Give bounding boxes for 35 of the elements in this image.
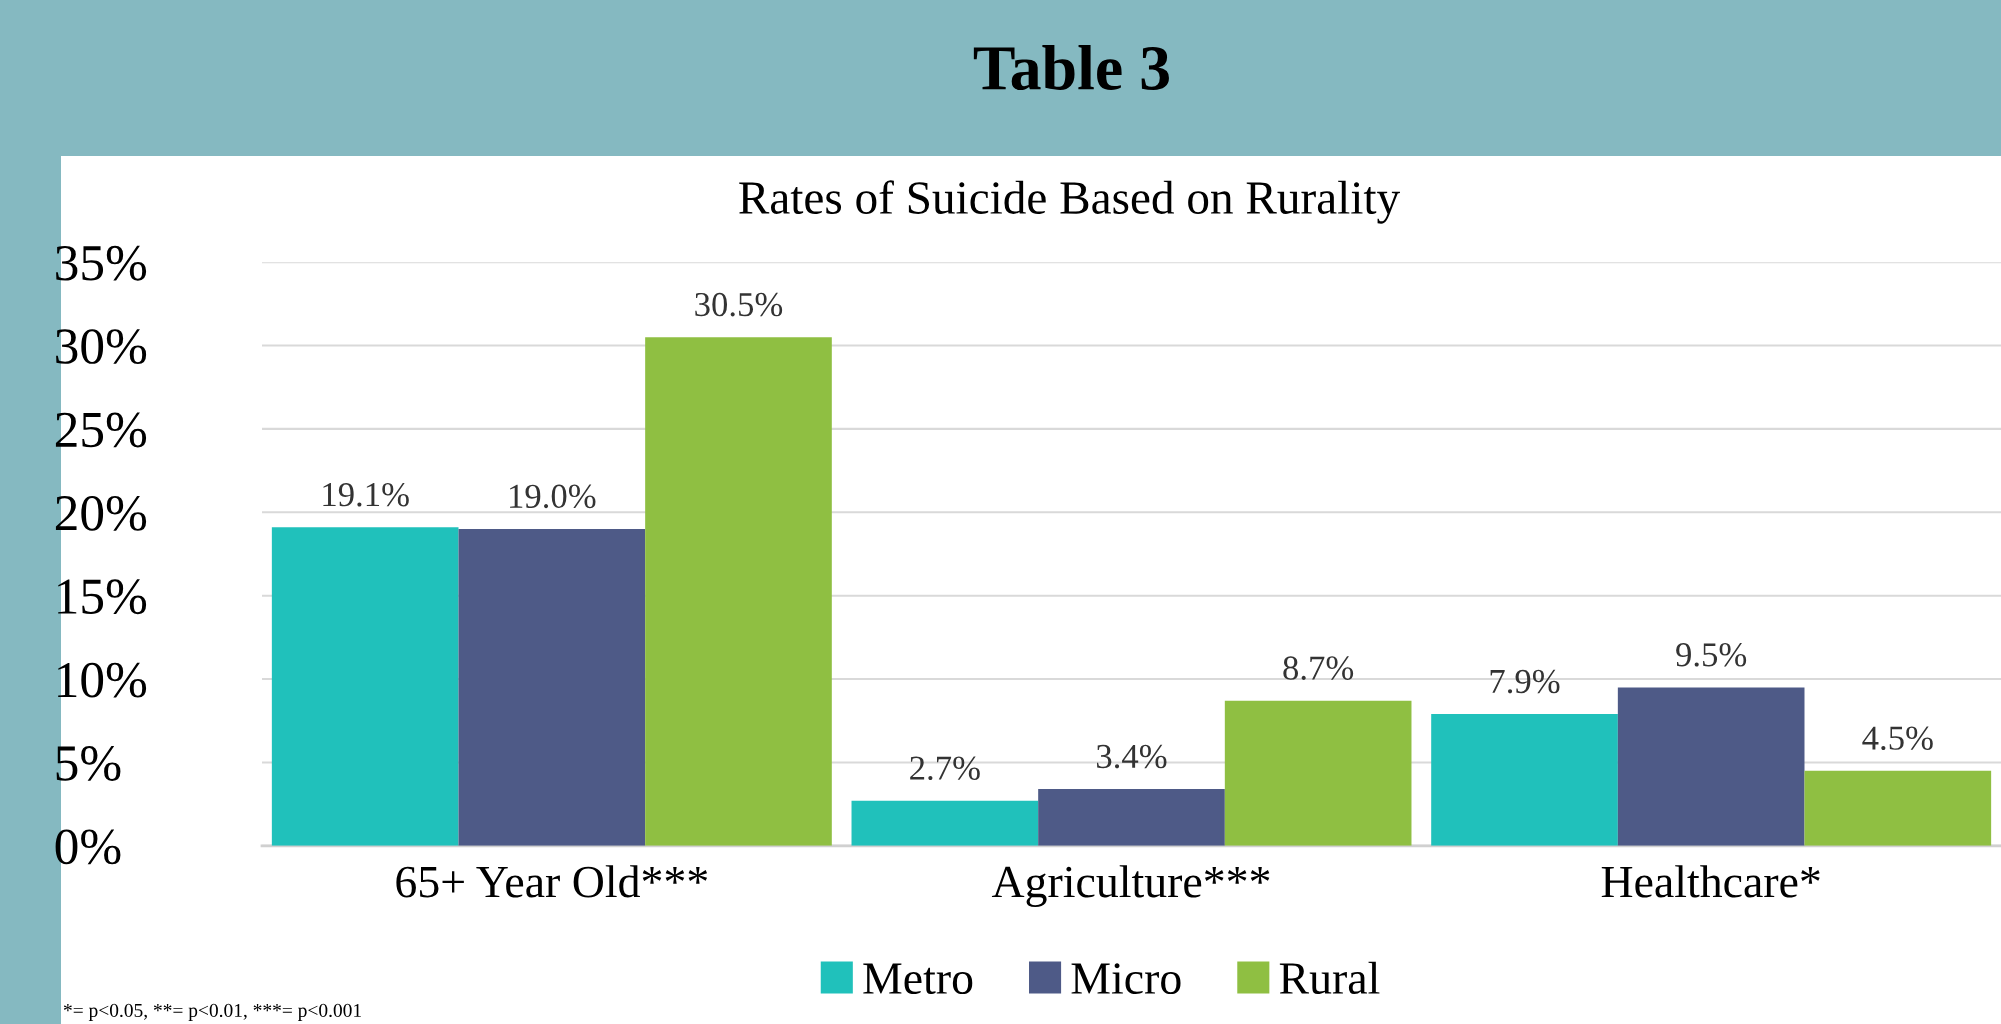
x-tick-label: Agriculture*** <box>991 865 1270 907</box>
data-label: 4.5% <box>1862 726 1933 750</box>
x-tick-label: Healthcare* <box>1601 865 1820 898</box>
legend-label: Micro <box>1071 963 1181 995</box>
data-label: 30.5% <box>695 292 783 317</box>
bar <box>271 527 459 846</box>
chart-subtitle: Rates of Suicide Based on Rurality <box>739 180 1400 224</box>
bar <box>458 528 646 846</box>
data-label: 19.1% <box>323 482 409 507</box>
y-tick-label: 15% <box>58 579 147 615</box>
legend-label: Metro <box>863 963 973 995</box>
y-tick-label: 0% <box>55 829 121 865</box>
bar <box>1224 700 1412 846</box>
data-label: 2.7% <box>910 756 980 781</box>
x-tick-label: 65+ Year Old*** <box>396 865 708 898</box>
bar <box>851 800 1039 846</box>
data-label: 9.5% <box>1676 643 1747 667</box>
y-tick-label: 35% <box>56 245 147 281</box>
bar <box>645 337 832 846</box>
y-tick-label: 20% <box>55 495 147 531</box>
data-label: 19.0% <box>510 484 596 509</box>
data-label: 3.4% <box>1097 744 1167 769</box>
y-tick-label: 10% <box>58 662 147 698</box>
bar <box>1038 789 1225 846</box>
bar <box>1804 770 1992 846</box>
chart-title: Table 3 <box>973 45 1169 90</box>
y-tick-label: 25% <box>55 412 147 448</box>
data-label: 8.7% <box>1283 656 1354 680</box>
y-tick-label: 30% <box>56 329 147 365</box>
data-label: 7.9% <box>1490 669 1560 694</box>
bar <box>1617 687 1805 846</box>
bar <box>1431 714 1618 846</box>
y-tick-label: 5% <box>56 746 121 781</box>
text: *= p<0.05, **= p<0.01, ***= p<0.001 <box>63 1003 361 1021</box>
legend-label: Rural <box>1279 961 1380 995</box>
